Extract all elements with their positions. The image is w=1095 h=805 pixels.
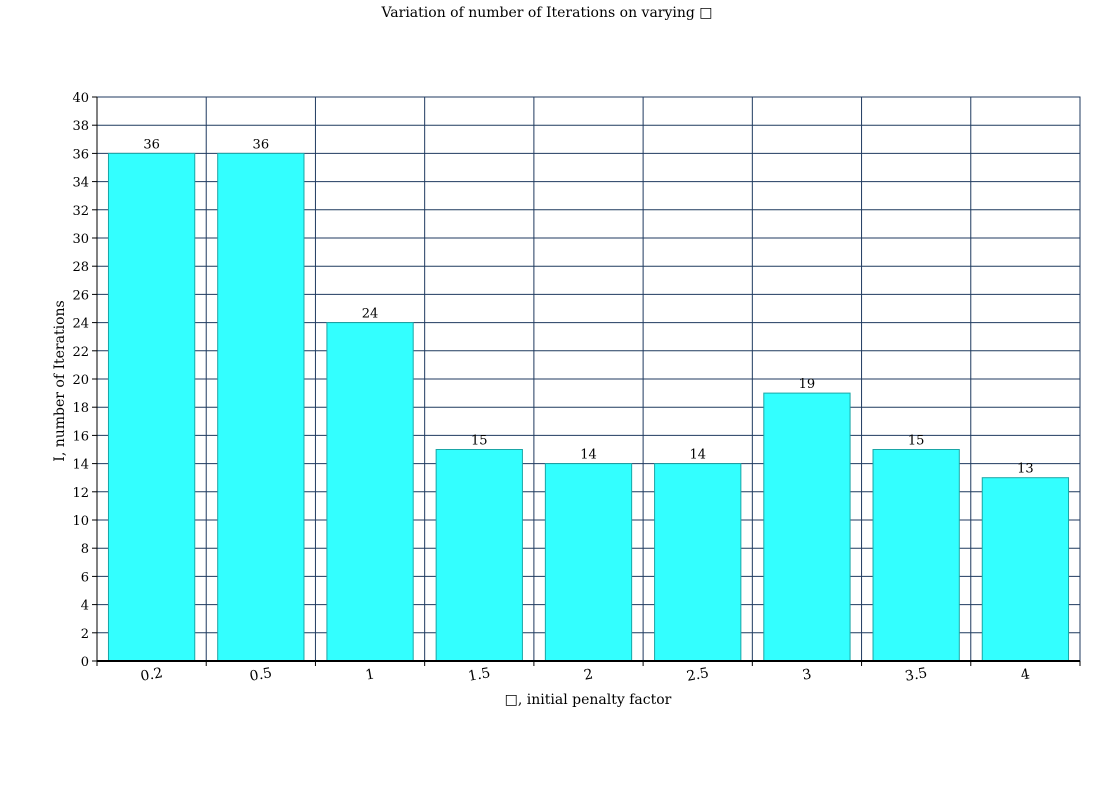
y-tick-label: 40	[72, 91, 89, 106]
y-tick-label: 4	[81, 599, 89, 614]
y-tick-label: 38	[72, 119, 89, 134]
y-axis-title: I, number of Iterations	[52, 300, 68, 461]
y-tick-label: 12	[72, 486, 89, 501]
x-tick-label: 2	[583, 666, 595, 683]
x-tick-label: 1	[364, 666, 376, 683]
bar-value-label: 14	[580, 448, 597, 463]
bar-value-label: 13	[1017, 462, 1034, 477]
axes: 02468101214161820222426283032343638400.2…	[72, 91, 1081, 685]
y-tick-label: 18	[72, 401, 89, 416]
y-tick-label: 22	[72, 345, 89, 360]
x-tick-label: 3	[801, 666, 813, 683]
bar-value-label: 36	[143, 137, 160, 152]
y-tick-label: 2	[81, 627, 89, 642]
y-tick-label: 0	[81, 655, 89, 670]
y-tick-label: 34	[72, 176, 89, 191]
bar-value-label: 36	[253, 137, 270, 152]
x-tick-label: 0.5	[248, 665, 273, 685]
bar	[107, 152, 196, 662]
x-tick-label: 2.5	[685, 665, 710, 685]
bar	[326, 322, 414, 662]
y-tick-label: 28	[72, 260, 89, 275]
x-axis-title: □, initial penalty factor	[505, 692, 672, 708]
data-labels: 36 36 24 15 14 14 19 15 13	[143, 137, 1033, 476]
bar-value-label: 14	[689, 448, 706, 463]
bar	[654, 463, 742, 662]
bar	[217, 152, 305, 662]
x-tick-label: 0.2	[139, 665, 164, 685]
y-tick-label: 36	[72, 147, 89, 162]
x-tick-label: 3.5	[904, 665, 929, 685]
bar-value-label: 19	[799, 377, 816, 392]
y-tick-label: 14	[72, 458, 89, 473]
x-tick-label: 1.5	[467, 665, 492, 685]
bar	[981, 477, 1070, 662]
bar	[872, 449, 960, 662]
bar-value-label: 15	[908, 434, 925, 449]
bars	[107, 152, 1070, 662]
y-tick-label: 8	[81, 542, 89, 557]
x-tick-label: 4	[1020, 666, 1032, 683]
y-tick-label: 20	[72, 373, 89, 388]
y-tick-label: 32	[72, 204, 89, 219]
chart-title: Variation of number of Iterations on var…	[380, 5, 712, 21]
y-tick-label: 24	[72, 317, 89, 332]
bar-value-label: 15	[471, 434, 488, 449]
bar-value-label: 24	[362, 307, 379, 322]
y-tick-label: 6	[81, 570, 89, 585]
y-tick-label: 30	[72, 232, 89, 247]
y-tick-label: 16	[72, 429, 89, 444]
y-tick-label: 26	[72, 288, 89, 303]
bar	[435, 449, 523, 662]
bar	[544, 463, 633, 662]
bar	[763, 392, 851, 662]
y-tick-label: 10	[72, 514, 89, 529]
